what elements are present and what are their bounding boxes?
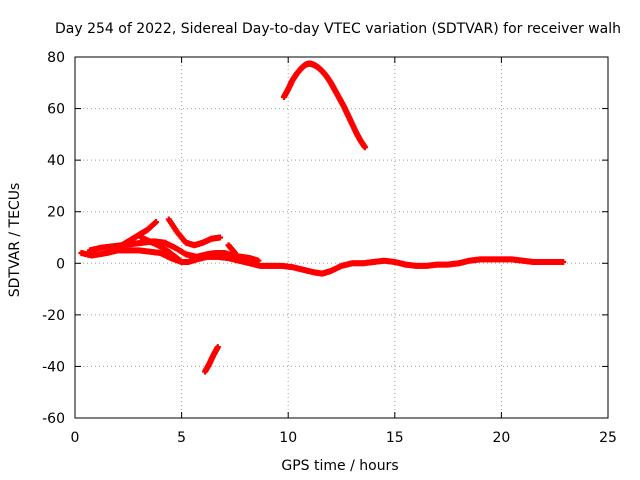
series-high-arc — [280, 60, 368, 151]
series-upper-band — [86, 238, 262, 264]
x-tick-label: 15 — [386, 430, 404, 446]
data-point — [255, 257, 262, 264]
y-tick-label: 60 — [47, 102, 65, 118]
chart-title: Day 254 of 2022, Sidereal Day-to-day VTE… — [55, 21, 621, 37]
x-tick-label: 0 — [71, 430, 80, 446]
y-tick-label: 80 — [47, 50, 65, 66]
axis-ticks: 0 5 10 15 20 25 -60 -40 -20 0 20 40 60 80 — [42, 50, 617, 446]
grid-lines — [75, 57, 608, 418]
y-tick-label: -40 — [42, 359, 65, 375]
y-tick-label: -20 — [42, 308, 65, 324]
series-short-spike — [225, 242, 238, 256]
data-point — [178, 258, 185, 265]
x-axis-label: GPS time / hours — [281, 458, 398, 474]
data-point — [560, 258, 567, 265]
plot-frame — [74, 56, 609, 419]
series-decline-segment-c — [138, 234, 185, 265]
y-tick-label: 40 — [47, 153, 65, 169]
data-point — [153, 219, 160, 226]
series-main-band — [78, 247, 567, 277]
series-branch-segment-b — [165, 216, 223, 249]
y-tick-label: 0 — [56, 256, 65, 272]
y-tick-label: -60 — [42, 411, 65, 427]
series-negative-segment — [202, 344, 221, 375]
data-point — [214, 344, 221, 351]
data-point — [361, 144, 368, 151]
y-axis-label: SDTVAR / TECUs — [7, 183, 23, 298]
data-points — [78, 60, 567, 375]
x-tick-label: 10 — [279, 430, 297, 446]
x-tick-label: 25 — [599, 430, 617, 446]
x-tick-label: 5 — [177, 430, 186, 446]
data-point — [231, 249, 238, 256]
data-point — [216, 234, 223, 241]
x-tick-label: 20 — [492, 430, 510, 446]
y-tick-label: 20 — [47, 205, 65, 221]
